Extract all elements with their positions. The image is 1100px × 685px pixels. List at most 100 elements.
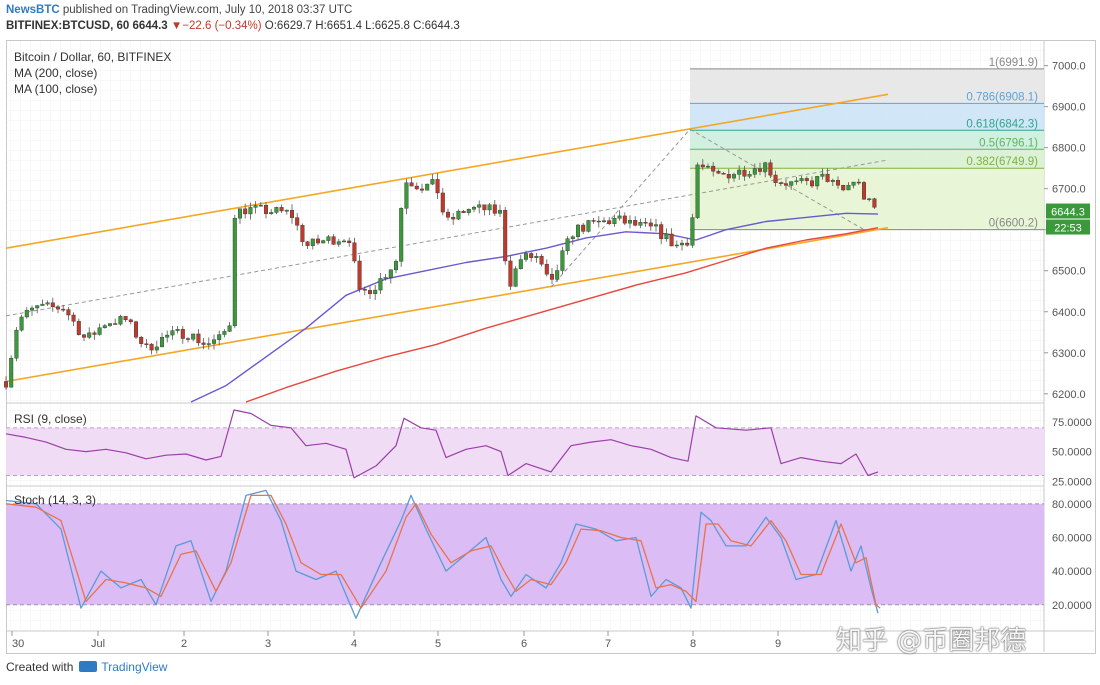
x-tick-label: 4 bbox=[351, 638, 357, 650]
candle-body bbox=[362, 288, 367, 291]
candle-body bbox=[305, 241, 310, 246]
brand-name: NewsBTC bbox=[6, 4, 60, 16]
candle-body bbox=[40, 303, 45, 306]
candle-body bbox=[518, 259, 523, 269]
candle-body bbox=[300, 225, 305, 242]
candle-body bbox=[607, 220, 612, 224]
candle-body bbox=[388, 269, 393, 278]
candle-body bbox=[71, 314, 76, 322]
candle-body bbox=[149, 343, 154, 351]
publish-info: NewsBTC published on TradingView.com, Ju… bbox=[6, 4, 352, 16]
fib-label: 0(6600.2) bbox=[989, 218, 1038, 230]
y-tick-label: 6300.0 bbox=[1052, 348, 1086, 360]
candle-body bbox=[612, 218, 617, 224]
candle-body bbox=[211, 339, 216, 344]
stoch-tick-label: 20.0000 bbox=[1052, 600, 1092, 612]
candle-body bbox=[586, 220, 591, 232]
x-tick-label: 9 bbox=[775, 638, 781, 650]
candle-body bbox=[35, 305, 40, 309]
watermark: 知乎 @币圈邦德 bbox=[836, 626, 1027, 656]
candle-body bbox=[191, 333, 196, 340]
candle-body bbox=[118, 316, 123, 325]
candle-body bbox=[383, 277, 388, 279]
candle-body bbox=[477, 204, 482, 208]
candle-body bbox=[659, 224, 664, 240]
candle-body bbox=[139, 336, 144, 344]
candle-body bbox=[810, 180, 815, 187]
x-tick-label: Jul bbox=[91, 638, 105, 650]
candle-body bbox=[440, 192, 445, 213]
candle-body bbox=[487, 204, 492, 211]
candle-body bbox=[700, 164, 705, 168]
candle-body bbox=[643, 222, 648, 224]
candle-body bbox=[378, 278, 383, 291]
rsi-tick-label: 75.0000 bbox=[1052, 417, 1092, 429]
candle-body bbox=[295, 217, 300, 226]
candle-body bbox=[399, 208, 404, 262]
candle-body bbox=[529, 253, 534, 258]
candle-body bbox=[253, 205, 258, 208]
x-tick-label: 2 bbox=[181, 638, 187, 650]
x-tick-label: 3 bbox=[265, 638, 271, 650]
fib-label: 0.5(6796.1) bbox=[979, 137, 1038, 149]
candle-body bbox=[342, 240, 347, 243]
candle-body bbox=[617, 215, 622, 219]
candle-body bbox=[846, 185, 851, 191]
candle-body bbox=[461, 210, 466, 213]
rsi-line bbox=[5, 409, 879, 479]
symbol-label: BITFINEX:BTCUSD, 60 bbox=[6, 20, 130, 32]
candle-body bbox=[648, 222, 653, 227]
candle-body bbox=[30, 307, 35, 311]
candle-body bbox=[368, 290, 373, 295]
countdown-tag bbox=[1046, 219, 1090, 235]
candle-body bbox=[133, 321, 138, 338]
candle-body bbox=[123, 316, 128, 321]
candle-body bbox=[45, 302, 50, 305]
published-text: published on TradingView.com, July 10, 2… bbox=[59, 4, 353, 16]
y-tick-label: 6700.0 bbox=[1052, 184, 1086, 196]
rsi-tick-label: 50.0000 bbox=[1052, 447, 1092, 459]
candle-body bbox=[331, 236, 336, 245]
last-price-tag-text: 6644.3 bbox=[1051, 207, 1085, 219]
candle-body bbox=[872, 198, 877, 208]
candle-body bbox=[180, 329, 185, 339]
candle-body bbox=[61, 308, 66, 311]
candle-body bbox=[591, 220, 596, 222]
candle-body bbox=[107, 323, 112, 326]
last-price-tag bbox=[1046, 203, 1090, 219]
candle-body bbox=[347, 240, 352, 243]
candle-body bbox=[794, 180, 799, 183]
channel-lower-line bbox=[5, 226, 889, 383]
candle-body bbox=[784, 183, 789, 186]
fib-zone bbox=[690, 149, 1044, 169]
candle-body bbox=[789, 181, 794, 186]
candle-body bbox=[456, 210, 461, 220]
candle-body bbox=[508, 260, 513, 287]
fib-zone bbox=[690, 103, 1044, 131]
candle-body bbox=[258, 204, 263, 207]
candle-body bbox=[264, 204, 269, 214]
x-tick-label: 8 bbox=[690, 638, 696, 650]
countdown-tag-text: 22:53 bbox=[1054, 223, 1082, 235]
candle-body bbox=[97, 327, 102, 335]
y-tick-label: 6500.0 bbox=[1052, 266, 1086, 278]
candle-body bbox=[56, 306, 61, 310]
rsi-title: RSI (9, close) bbox=[14, 412, 87, 426]
candle-body bbox=[539, 255, 544, 265]
candle-body bbox=[820, 173, 825, 177]
candle-body bbox=[466, 209, 471, 213]
candle-body bbox=[555, 270, 560, 280]
fib-label: 1(6991.9) bbox=[989, 57, 1038, 69]
candle-body bbox=[165, 334, 170, 338]
tradingview-link[interactable]: TradingView bbox=[101, 660, 168, 674]
candle-body bbox=[867, 198, 872, 200]
candle-body bbox=[622, 215, 627, 224]
candle-body bbox=[170, 330, 175, 336]
candle-body bbox=[737, 169, 742, 175]
candle-body bbox=[3, 381, 8, 388]
candle-body bbox=[862, 182, 867, 200]
candle-body bbox=[352, 242, 357, 262]
fib-zone bbox=[690, 130, 1044, 150]
tradingview-logo-icon bbox=[79, 661, 98, 673]
